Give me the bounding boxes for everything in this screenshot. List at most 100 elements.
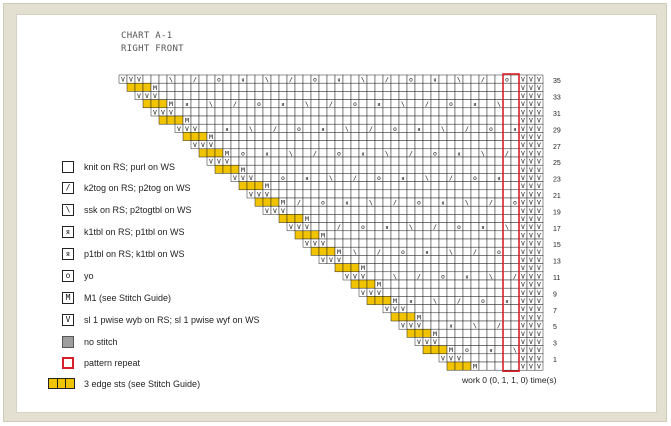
- chart-cell: [390, 238, 400, 248]
- chart-cell: [406, 173, 416, 182]
- chart-cell: [342, 246, 352, 256]
- stitch-symbol: o: [353, 100, 357, 108]
- chart-cell: [510, 320, 520, 330]
- chart-cell: [318, 82, 328, 92]
- chart-cell: [406, 99, 416, 109]
- stitch-symbol: V: [537, 199, 541, 207]
- chart-cell: [390, 164, 400, 174]
- chart-cell: [358, 115, 368, 125]
- chart-cell: [358, 197, 368, 207]
- chart-cell: [414, 115, 424, 125]
- stitch-symbol: ᴙ: [338, 76, 341, 84]
- chart-cell: [470, 74, 480, 84]
- chart-cell: [414, 156, 424, 166]
- chart-cell: [294, 99, 304, 109]
- row-number: 13: [553, 259, 561, 266]
- chart-cell: [158, 82, 168, 92]
- chart-cell: [382, 189, 392, 199]
- chart-cell: [262, 132, 272, 141]
- chart-cell: [470, 345, 480, 355]
- chart-cell: [350, 255, 360, 264]
- chart-cell: [166, 91, 176, 100]
- chart-cell: [422, 82, 432, 92]
- chart-cell: [454, 164, 464, 174]
- chart-cell: [446, 82, 456, 92]
- chart-cell: [398, 91, 408, 100]
- chart-cell: [454, 197, 464, 207]
- stitch-symbol: ᴙ: [466, 272, 469, 280]
- chart-cell: [342, 140, 352, 150]
- chart-cell: [510, 222, 520, 232]
- chart-cell: [294, 156, 304, 166]
- chart-cell: [246, 181, 256, 191]
- chart-cell: [206, 91, 216, 100]
- chart-cell: [470, 197, 480, 207]
- chart-cell: [438, 140, 448, 150]
- chart-cell: [262, 156, 272, 166]
- chart-cell: [374, 230, 384, 240]
- chart-cell: [422, 263, 432, 273]
- chart-cell: [438, 148, 448, 158]
- stitch-symbol: V: [529, 215, 533, 223]
- chart-cell: [254, 140, 264, 150]
- chart-cell: [438, 107, 448, 117]
- chart-cell: [326, 82, 336, 92]
- chart-cell: [486, 82, 496, 92]
- chart-cell: [438, 132, 448, 141]
- stitch-symbol: V: [537, 363, 541, 371]
- chart-cell: [406, 263, 416, 273]
- chart-cell: [270, 91, 280, 100]
- chart-cell: [454, 107, 464, 117]
- chart-cell: [462, 320, 472, 330]
- stitch-symbol: M: [241, 166, 245, 174]
- chart-cell: [486, 181, 496, 191]
- stitch-symbol: V: [417, 338, 421, 346]
- chart-cell: [286, 164, 296, 174]
- stitch-symbol: \: [433, 297, 437, 305]
- chart-cell: [326, 164, 336, 174]
- chart-cell: [254, 115, 264, 125]
- chart-cell: [494, 230, 504, 240]
- chart-cell: [350, 140, 360, 150]
- chart-cell: [494, 164, 504, 174]
- chart-cell: [238, 99, 248, 109]
- chart-cell: [390, 230, 400, 240]
- stitch-symbol: ᴙ: [498, 174, 501, 182]
- chart-cell: [222, 132, 232, 141]
- stitch-symbol: o: [457, 223, 461, 231]
- chart-cell: [438, 263, 448, 273]
- chart-cell: [214, 107, 224, 117]
- chart-cell: [486, 361, 496, 371]
- chart-cell: [398, 279, 408, 289]
- chart-cell: [302, 197, 312, 207]
- chart-cell: [302, 123, 312, 133]
- chart-cell: [470, 115, 480, 125]
- chart-cell: [182, 82, 192, 92]
- chart-cell: [494, 74, 504, 84]
- stitch-symbol: V: [537, 346, 541, 354]
- chart-cell: [446, 287, 456, 297]
- stitch-symbol: o: [337, 149, 341, 157]
- stitch-symbol: /: [337, 223, 341, 231]
- chart-cell: [478, 320, 488, 330]
- chart-cell: [430, 173, 440, 182]
- stitch-symbol: M: [361, 264, 365, 272]
- chart-cell: [310, 132, 320, 141]
- chart-cell: [334, 132, 344, 141]
- chart-cell: [374, 123, 384, 133]
- chart-cell: [446, 304, 456, 314]
- row-number: 31: [553, 111, 561, 118]
- chart-cell: [502, 123, 512, 133]
- stitch-symbol: V: [297, 223, 301, 231]
- chart-cell: [358, 214, 368, 223]
- stitch-symbol: M: [433, 330, 437, 338]
- stitch-symbol: o: [217, 76, 221, 84]
- chart-cell: [414, 255, 424, 264]
- stitch-symbol: V: [537, 92, 541, 100]
- stitch-symbol: M: [209, 133, 213, 141]
- chart-cell: [462, 181, 472, 191]
- chart-cell: [478, 279, 488, 289]
- legend-label: k1tbl on RS; p1tbl on WS: [84, 227, 185, 237]
- chart-cell: [302, 140, 312, 150]
- chart-cell: [182, 74, 192, 84]
